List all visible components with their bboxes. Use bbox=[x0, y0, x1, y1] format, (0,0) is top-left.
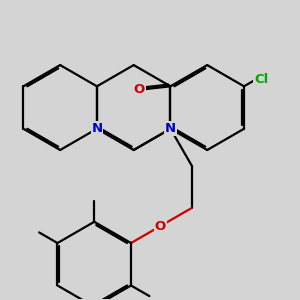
Text: O: O bbox=[134, 83, 145, 96]
Text: N: N bbox=[165, 122, 176, 135]
Text: O: O bbox=[155, 220, 166, 232]
Text: N: N bbox=[92, 122, 103, 135]
Text: Cl: Cl bbox=[254, 74, 268, 86]
